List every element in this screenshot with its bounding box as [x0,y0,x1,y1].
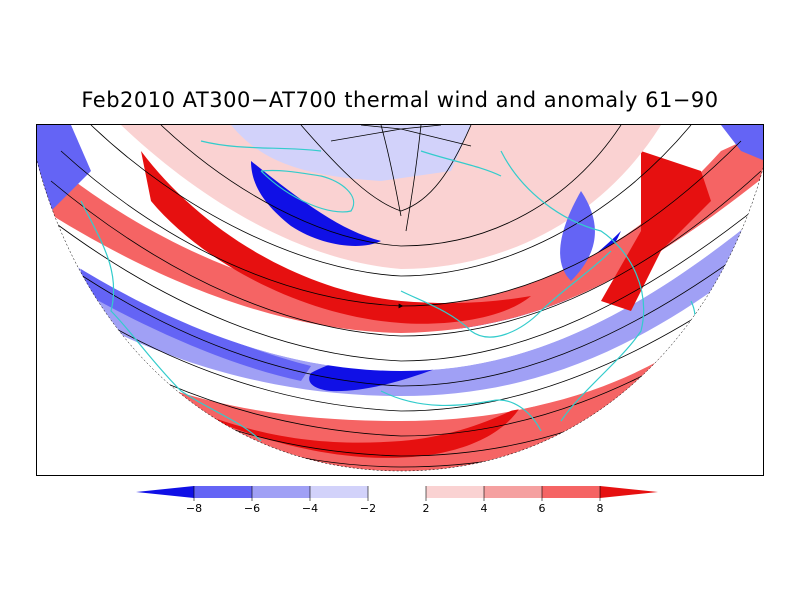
map-panel [36,124,764,476]
coast-europe [400,250,612,338]
colorbar-bin [484,486,542,498]
colorbar-bin [542,486,600,498]
map-canvas [37,125,763,472]
anomaly-polar-negative [251,161,381,246]
coast-asia [500,150,645,422]
colorbar-tick-label: −4 [302,502,318,515]
colorbar-bin [252,486,310,498]
colorbar-bin [426,486,484,498]
colorbar-tick-label: 2 [423,502,430,515]
colorbar-tick-label: −2 [360,502,376,515]
colorbar-tick-label: −6 [244,502,260,515]
coast-north-america [80,200,262,442]
coast-arctic [200,140,502,177]
colorbar-bin [368,486,426,498]
anomaly-band-south-strong-positive [171,401,521,458]
colorbar-tick-label: 4 [481,502,488,515]
colorbar-bin [194,486,252,498]
colorbar-bin [600,486,658,498]
anomaly-band-north-strong-positive [141,151,531,324]
hemisphere-edge [37,160,763,472]
colorbar: −8 −6 −4 −2 2 4 6 8 [136,486,658,515]
colorbar-tick-label: 8 [597,502,604,515]
map-title: Feb2010 AT300−AT700 thermal wind and ano… [81,88,719,112]
coast-mediterranean [380,390,542,432]
anomaly-field [37,125,763,471]
colorbar-tick-label: 6 [539,502,546,515]
coast-greenland [260,169,355,213]
colorbar-tick-label: −8 [186,502,202,515]
colorbar-bin [136,486,194,498]
anomaly-band-north-positive [37,131,763,333]
colorbar-bin [310,486,368,498]
